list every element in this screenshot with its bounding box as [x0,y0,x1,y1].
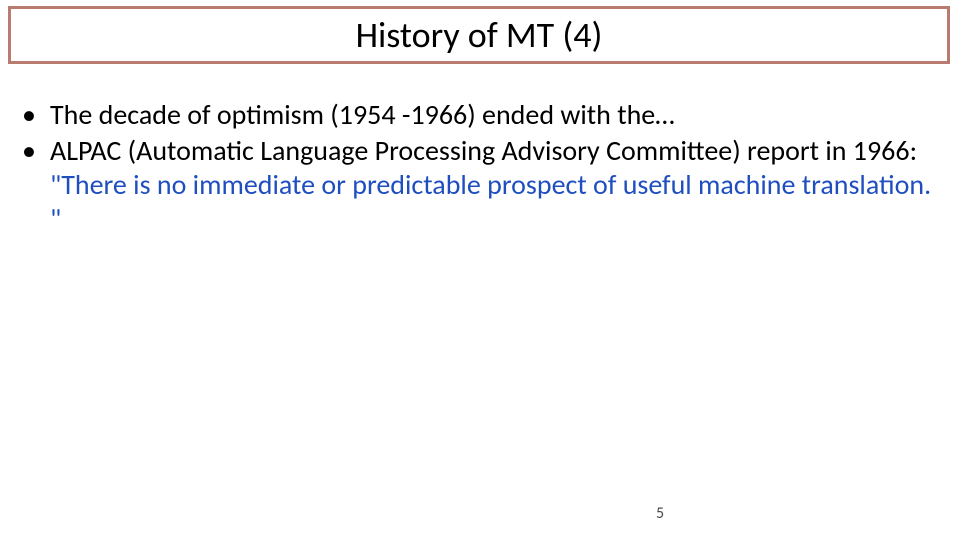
slide-title-box: History of MT (4) [8,6,950,64]
bullet-quote: "There is no immediate or predictable pr… [50,167,931,236]
slide-body: The decade of optimism (1954 -1966) ende… [22,98,932,239]
slide-title: History of MT (4) [356,13,603,57]
page-number: 5 [640,504,680,523]
list-item: The decade of optimism (1954 -1966) ende… [22,98,932,132]
bullet-list: The decade of optimism (1954 -1966) ende… [22,98,932,237]
bullet-text: The decade of optimism (1954 -1966) ende… [50,97,675,132]
list-item: ALPAC (Automatic Language Processing Adv… [22,134,932,236]
bullet-text: ALPAC (Automatic Language Processing Adv… [50,133,917,168]
